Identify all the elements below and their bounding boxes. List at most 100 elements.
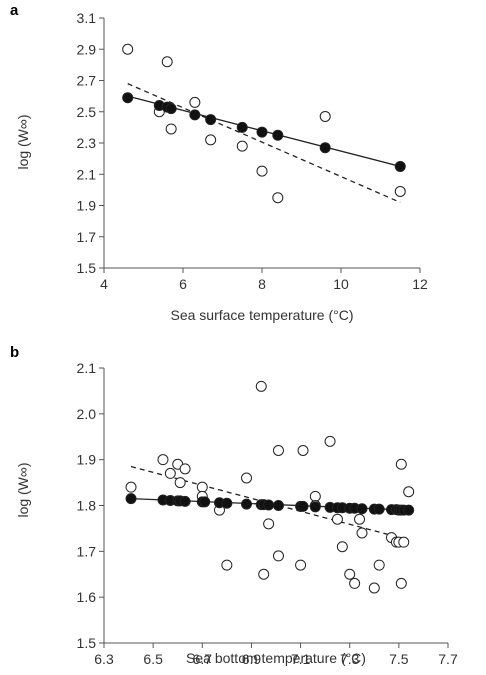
panel-b-open-point — [297, 445, 309, 456]
panel-b-open-point — [373, 559, 385, 571]
panel-b-filled-point — [179, 495, 191, 507]
panel-a-open-point — [122, 43, 134, 55]
panel-a-x-tick-label: 8 — [258, 276, 266, 292]
panel-a-open-point — [161, 56, 173, 68]
panel-a-filled-point — [319, 142, 331, 154]
panel-b-filled-point — [272, 500, 284, 511]
panel-a-plot: 1.5 1.7 1.9 2.1 2.3 2.5 2.7 2.9 3.1 4 6 8 10 12 — [77, 10, 428, 292]
panel-a-filled-point — [394, 160, 406, 172]
panel-b-open-point — [263, 518, 275, 530]
panel-a-y-tick-label: 1.7 — [77, 229, 97, 245]
panel-a-open-point — [165, 123, 177, 135]
panel-b-y-tick-label: 1.7 — [77, 543, 97, 559]
panel-b-letter: b — [10, 344, 19, 361]
panel-b-x-tick-label: 6.9 — [242, 651, 262, 667]
panel-b-open-point — [258, 568, 270, 580]
panel-b-x-tick-label: 6.3 — [94, 651, 114, 667]
panel-b-filled-point — [297, 500, 309, 512]
panel-a-open-point — [189, 96, 201, 108]
panel-a-filled-point — [189, 109, 201, 121]
panel-b-open-point — [344, 568, 356, 580]
panel-b-plot: 1.5 1.6 1.7 1.8 1.9 2.0 2.1 6.3 6.5 6.7 6.9 7.1 7.3 7… — [77, 360, 458, 667]
panel-a-open-point — [205, 134, 217, 146]
panel-b-y-axis-label: log (W∞) — [15, 462, 31, 517]
panel-a-filled-point — [122, 92, 134, 104]
panel-b-open-point — [354, 513, 366, 525]
panel-b-open-point — [368, 582, 380, 594]
panel-a-x-tick-label: 6 — [179, 276, 187, 292]
panel-a-x-tick-label: 12 — [412, 276, 428, 292]
panel-b-x-tick-label: 7.1 — [291, 651, 311, 667]
panel-b-open-point — [255, 380, 267, 392]
panel-a-x-tick-label: 4 — [100, 276, 108, 292]
panel-a-filled-point — [256, 126, 268, 138]
panel-a-filled-point — [236, 121, 248, 133]
panel-b-open-point — [403, 486, 415, 498]
panel-b-y-tick-label: 2.0 — [77, 406, 97, 422]
panel-a-filled-point — [205, 114, 217, 126]
panel-a-x-tick-label: 10 — [333, 276, 349, 292]
panel-b-x-tick-label: 7.5 — [389, 651, 409, 667]
panel-a-filled-point — [165, 103, 177, 115]
panel-b-open-point — [157, 454, 169, 466]
panel-b-open-point — [125, 481, 137, 493]
panel-a-filled-point — [272, 129, 284, 141]
panel-b-open-point — [164, 467, 176, 479]
panel-a-y-tick-label: 2.9 — [77, 41, 97, 57]
panel-b-open-point — [309, 490, 321, 502]
panel-b-filled-point — [403, 504, 415, 516]
panel-b-filled-point — [309, 501, 321, 513]
panel-b: b 1.5 1.6 1.7 1.8 1.9 2.0 2.1 6.3 6.5 6.7 6.9 7.1 7.… — [10, 344, 458, 667]
panel-b-y-tick-label: 2.1 — [77, 360, 97, 376]
panel-a-dashed-fit-line — [127, 83, 401, 203]
panel-b-x-tick-label: 6.7 — [193, 651, 213, 667]
panel-b-filled-point — [241, 498, 253, 510]
panel-b-filled-point — [221, 497, 233, 509]
panel-b-x-tick-label: 7.7 — [438, 651, 458, 667]
panel-a-y-tick-label: 1.5 — [77, 260, 97, 276]
panel-b-filled-point — [373, 503, 385, 515]
panel-b-filled-point — [356, 503, 368, 515]
panel-b-filled-point — [263, 499, 275, 511]
panel-b-y-tick-label: 1.9 — [77, 452, 97, 468]
panel-b-x-tick-label: 7.3 — [340, 651, 360, 667]
panel-b-open-point — [272, 550, 284, 562]
panel-b-open-point — [241, 472, 253, 484]
panel-b-open-point — [336, 541, 348, 553]
panel-b-x-tick-label: 6.5 — [143, 651, 163, 667]
panel-a-y-tick-label: 1.9 — [77, 198, 97, 214]
panel-a-y-tick-label: 2.3 — [77, 135, 97, 151]
panel-a-open-point — [256, 165, 268, 177]
panel-b-open-point — [356, 527, 368, 539]
panel-a-open-point — [236, 140, 248, 152]
panel-b-open-point — [395, 458, 407, 470]
panel-b-y-tick-label: 1.6 — [77, 589, 97, 605]
panel-b-open-point — [349, 577, 361, 589]
panel-a-y-axis-label: log (W∞) — [15, 114, 31, 169]
panel-a-letter: a — [10, 2, 19, 19]
panel-b-open-point — [331, 513, 343, 525]
panel-b-filled-point — [199, 496, 211, 508]
panel-b-open-point — [174, 477, 186, 489]
panel-b-open-point — [295, 559, 307, 571]
panel-b-open-point — [272, 445, 284, 456]
panel-a-open-point — [272, 192, 284, 204]
panel-a-x-axis-label: Sea surface temperature (°C) — [170, 307, 353, 323]
panel-b-open-point — [398, 536, 410, 548]
panel-a-y-tick-label: 2.7 — [77, 73, 97, 89]
panel-a-open-point — [394, 185, 406, 197]
panel-b-y-tick-label: 1.5 — [77, 635, 97, 651]
panel-a: a 1.5 1.7 1.9 2.1 2.3 2.5 2.7 2.9 3.1 4 6 8 10 12 Sea… — [10, 2, 428, 323]
panel-b-open-point — [179, 463, 191, 475]
panel-a-open-point — [319, 110, 331, 122]
panel-b-open-point — [196, 481, 208, 493]
panel-b-filled-point — [125, 493, 137, 505]
panel-a-y-tick-label: 2.5 — [77, 104, 97, 120]
panel-b-y-tick-label: 1.8 — [77, 498, 97, 514]
panel-b-open-point — [324, 435, 336, 447]
panel-b-open-point — [221, 559, 233, 571]
panel-b-open-point — [395, 577, 407, 589]
panel-b-x-axis-label: Sea bottom temperature (°C) — [186, 650, 366, 666]
